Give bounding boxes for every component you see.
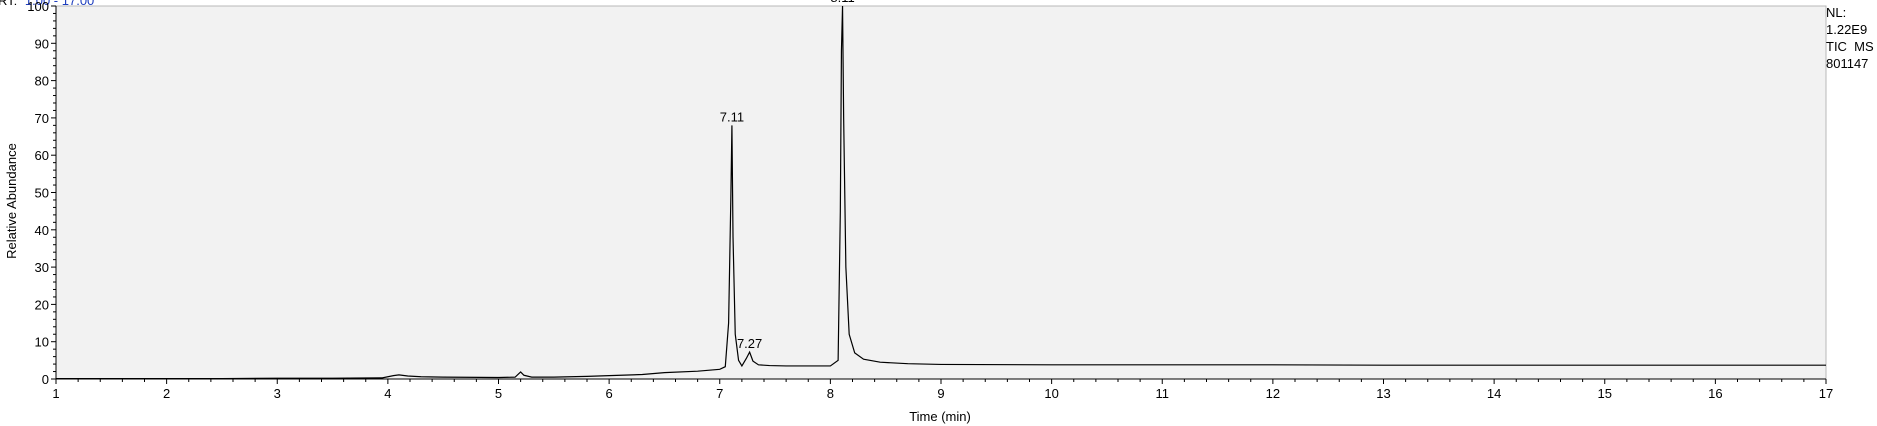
info-panel: NL: 1.22E9 TIC MS 801147 bbox=[1826, 4, 1874, 72]
y-tick-label: 40 bbox=[35, 223, 49, 238]
x-axis: 1 2 3 4 5 6 7 8 9 10 11 12 13 14 15 16 17 bbox=[52, 378, 1833, 401]
x-tick-label: 9 bbox=[937, 386, 944, 401]
x-tick-label: 14 bbox=[1487, 386, 1501, 401]
y-tick-label: 10 bbox=[35, 335, 49, 350]
nl-value: 1.22E9 bbox=[1826, 22, 1868, 37]
x-tick-label: 12 bbox=[1266, 386, 1280, 401]
file-id: 801147 bbox=[1826, 56, 1869, 71]
x-tick-label: 7 bbox=[716, 386, 723, 401]
trace-type: TIC MS bbox=[1826, 39, 1874, 54]
x-tick-label: 11 bbox=[1156, 386, 1170, 401]
peak-label: 7.11 bbox=[720, 109, 744, 124]
peak-label: 7.27 bbox=[737, 336, 762, 351]
peak-labels: 7.11 7.27 8.11 bbox=[720, 0, 855, 351]
x-tick-label: 4 bbox=[384, 386, 391, 401]
x-tick-label: 2 bbox=[163, 386, 170, 401]
y-tick-label: 70 bbox=[35, 111, 49, 126]
peak-label: 8.11 bbox=[830, 0, 854, 5]
y-tick-label: 20 bbox=[35, 297, 49, 312]
tic-trace-line bbox=[56, 5, 1826, 380]
y-tick-label: 60 bbox=[35, 148, 49, 163]
y-axis: 0 10 20 30 40 50 60 70 80 90 100 bbox=[27, 0, 57, 387]
y-tick-label: 80 bbox=[35, 74, 49, 89]
y-tick-label: 0 bbox=[42, 372, 49, 387]
retention-range-label: RT: 1.00 - 17.00 bbox=[0, 0, 94, 8]
retention-range-prefix: RT: bbox=[0, 0, 17, 8]
x-tick-label: 3 bbox=[274, 386, 281, 401]
y-tick-label: 100 bbox=[27, 0, 49, 14]
x-tick-label: 13 bbox=[1376, 386, 1390, 401]
x-tick-label: 15 bbox=[1598, 386, 1612, 401]
x-tick-label: 6 bbox=[606, 386, 613, 401]
plot-area bbox=[55, 5, 1827, 380]
y-tick-label: 30 bbox=[35, 260, 49, 275]
x-tick-label: 17 bbox=[1819, 386, 1833, 401]
x-tick-label: 16 bbox=[1708, 386, 1722, 401]
retention-range-value: 1.00 - 17.00 bbox=[25, 0, 94, 8]
y-tick-label: 50 bbox=[35, 186, 49, 201]
x-tick-label: 10 bbox=[1044, 386, 1058, 401]
x-tick-label: 1 bbox=[52, 386, 59, 401]
x-axis-title: Time (min) bbox=[909, 409, 971, 424]
y-axis-title: Relative Abundance bbox=[4, 143, 19, 259]
x-tick-label: 8 bbox=[827, 386, 834, 401]
nl-label: NL: bbox=[1826, 5, 1847, 20]
x-tick-label: 5 bbox=[495, 386, 502, 401]
y-tick-label: 90 bbox=[35, 36, 49, 51]
